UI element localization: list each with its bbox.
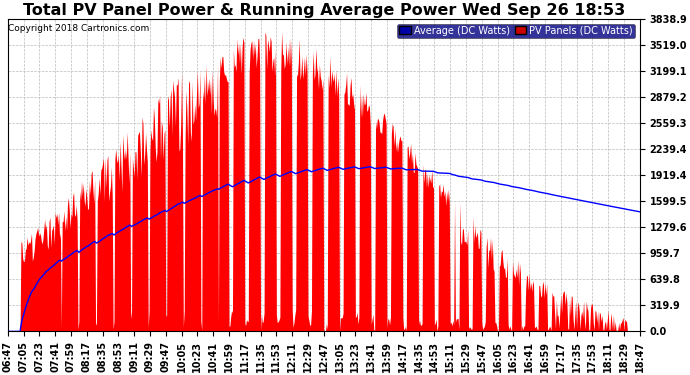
Legend: Average (DC Watts), PV Panels (DC Watts): Average (DC Watts), PV Panels (DC Watts) [397, 24, 635, 38]
Title: Total PV Panel Power & Running Average Power Wed Sep 26 18:53: Total PV Panel Power & Running Average P… [23, 3, 625, 18]
Text: Copyright 2018 Cartronics.com: Copyright 2018 Cartronics.com [8, 24, 150, 33]
